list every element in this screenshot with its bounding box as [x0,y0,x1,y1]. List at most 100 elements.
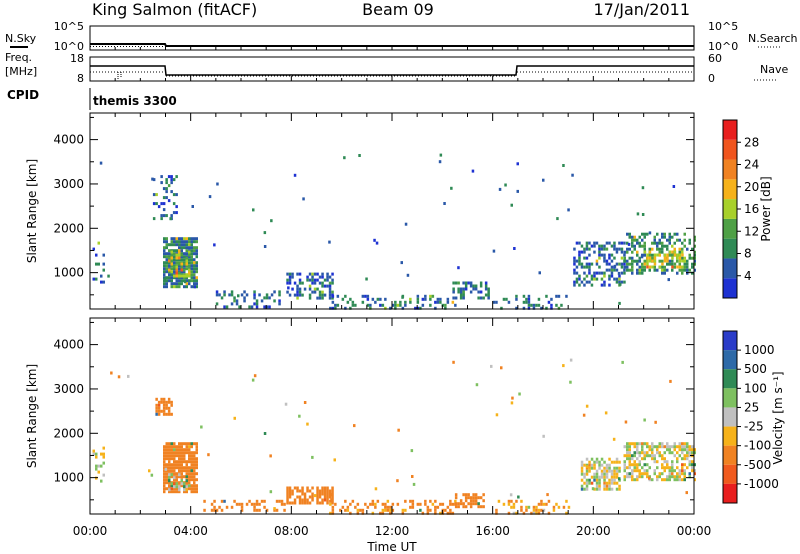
scatter-cell [251,378,255,382]
scatter-cell [457,505,460,509]
scatter-cell [623,280,626,284]
scatter-cell [311,495,314,499]
scatter-cell [165,451,168,455]
scatter-cell [598,481,601,485]
scatter-cell [646,454,649,458]
scatter-cell [175,193,178,197]
x-tick-labels: 00:00 04:00 08:00 12:00 16:00 20:00 00:00 [73,524,712,538]
scatter-cell [527,294,531,298]
scatter-cell [291,287,294,291]
scatter-cell [691,445,694,449]
scatter-cell [384,306,387,310]
scatter-cell [688,454,691,458]
scatter-cell [658,259,661,263]
scatter-cell [95,253,98,257]
scatter-cell [492,249,496,253]
scatter-cell [188,274,191,278]
y-tick-label: 4000 [53,133,84,147]
scatter-cell [102,461,105,465]
scatter-cell [631,457,634,461]
scatter-cell [188,243,191,247]
scatter-cell [673,475,676,479]
scatter-cell [193,490,196,494]
scatter-cell [296,489,299,493]
scatter-cell [163,282,166,286]
scatter-cell [298,501,302,505]
scatter-cell [673,469,676,473]
scatter-cell [588,265,591,269]
scatter-cell [656,247,659,251]
scatter-cell [291,275,294,279]
scatter-cell [666,448,669,452]
scatter-cell [163,277,167,281]
scatter-cell [316,287,319,291]
colorbar-swatch [723,238,737,259]
scatter-cell [459,290,463,294]
scatter-cell [269,490,273,494]
scatter-cell [578,250,581,254]
scatter-cell [557,306,561,310]
scatter-cell [623,241,626,245]
scatter-cell [668,478,671,482]
scatter-cell [167,184,171,188]
scatter-cell [681,448,684,452]
scatter-cell [527,297,531,301]
scatter-cell [183,276,186,280]
scatter-cell [603,475,606,479]
scatter-cell [170,175,173,179]
scatter-cell [323,284,327,288]
scatter-cell [479,281,483,285]
scatter-cell [648,476,651,480]
scatter-cell [469,502,473,506]
scatter-cell [170,451,173,455]
scatter-cell [615,268,619,272]
scatter-cell [193,472,196,476]
scatter-cell [671,244,674,248]
scatter-cell [512,511,516,515]
scatter-cell [178,271,181,275]
scatter-cell [583,487,586,491]
scatter-cell [457,266,460,270]
scatter-cell [185,237,188,241]
scatter-cell [676,271,679,275]
colorbar-swatch [723,159,737,180]
scatter-cell [542,178,545,182]
scatter-cell [302,197,305,201]
scatter-cell [628,262,631,266]
scatter-cell [165,178,168,182]
scatter-cell [303,401,307,404]
scatter-cell [666,238,669,242]
scatter-cell [255,502,259,506]
scatter-cell [228,293,231,297]
colorbar-tick-label: -500 [744,458,771,472]
scatter-cell [626,250,629,254]
scatter-cell [369,303,372,307]
scatter-cell [641,238,644,242]
scatter-cell [190,264,193,268]
scatter-cell [183,252,186,256]
scatter-cell [190,454,193,458]
scatter-cell [168,448,171,452]
scatter-cell [439,153,443,157]
scatter-cell [165,246,168,250]
scatter-cell [681,241,684,245]
scatter-cell [175,205,178,209]
scatter-cell [175,274,178,278]
colorbar-swatch [723,331,737,351]
scatter-cell [296,287,299,291]
freq-tick-high: 18 [70,52,84,65]
scatter-cell [193,240,196,244]
scatter-cell [598,487,601,491]
scatter-cell [163,267,166,271]
scatter-cell [525,508,528,512]
scatter-cell [253,296,256,300]
scatter-cell [469,281,473,285]
scatter-cell [628,445,631,449]
scatter-cell [165,454,168,458]
scatter-cell [291,489,294,493]
scatter-cell [424,297,427,301]
scatter-cell [288,495,292,499]
scatter-cell [185,442,188,446]
scatter-cell [693,451,696,455]
scatter-cell [610,487,614,491]
